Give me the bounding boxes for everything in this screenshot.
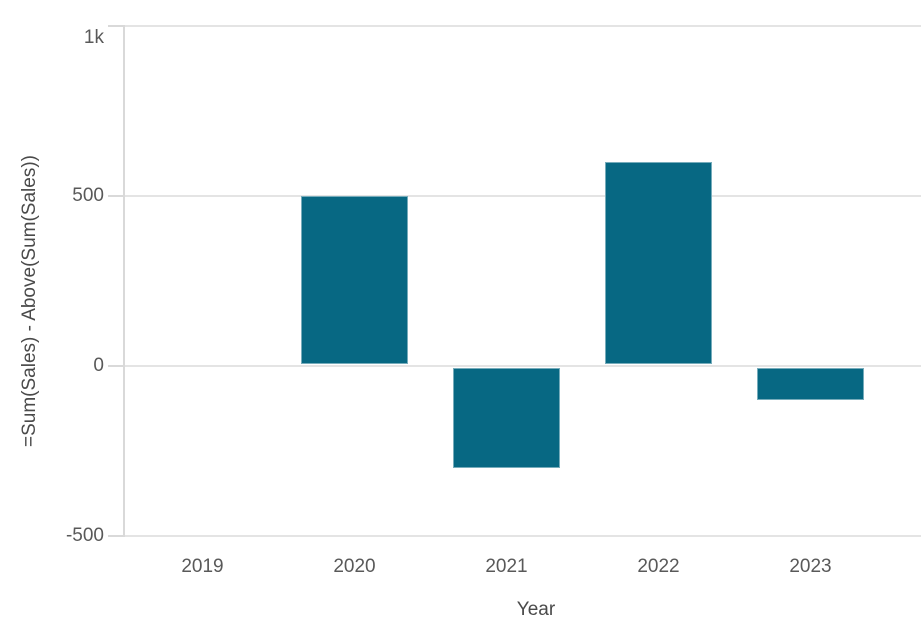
bar-2023[interactable]: [757, 368, 864, 400]
x-category-label-2020: 2020: [333, 556, 376, 577]
gridline-1k: [124, 25, 921, 27]
y-tick-mark: [108, 25, 124, 27]
x-category-label-2021: 2021: [485, 556, 528, 577]
x-category-label-2023: 2023: [789, 556, 832, 577]
bar-2022[interactable]: [605, 162, 712, 364]
y-tick-mark: [108, 195, 124, 197]
y-tick-label: 1k: [83, 27, 104, 48]
y-tick-mark: [108, 365, 124, 367]
bar-2020[interactable]: [301, 196, 408, 364]
y-tick-label: -500: [65, 525, 104, 546]
gridline-500: [124, 195, 921, 197]
y-tick-label: 0: [93, 355, 104, 376]
y-axis-title: =Sum(Sales) - Above(Sum(Sales)): [19, 155, 40, 447]
y-tick-mark: [108, 535, 124, 537]
gridline-0: [124, 365, 921, 367]
x-category-label-2019: 2019: [181, 556, 224, 577]
y-tick-label: 500: [72, 185, 104, 206]
y-axis-line: [123, 25, 125, 537]
bar-2021[interactable]: [453, 368, 560, 468]
x-axis-title: Year: [516, 599, 556, 620]
gridline--500: [124, 535, 921, 537]
x-category-label-2022: 2022: [637, 556, 680, 577]
